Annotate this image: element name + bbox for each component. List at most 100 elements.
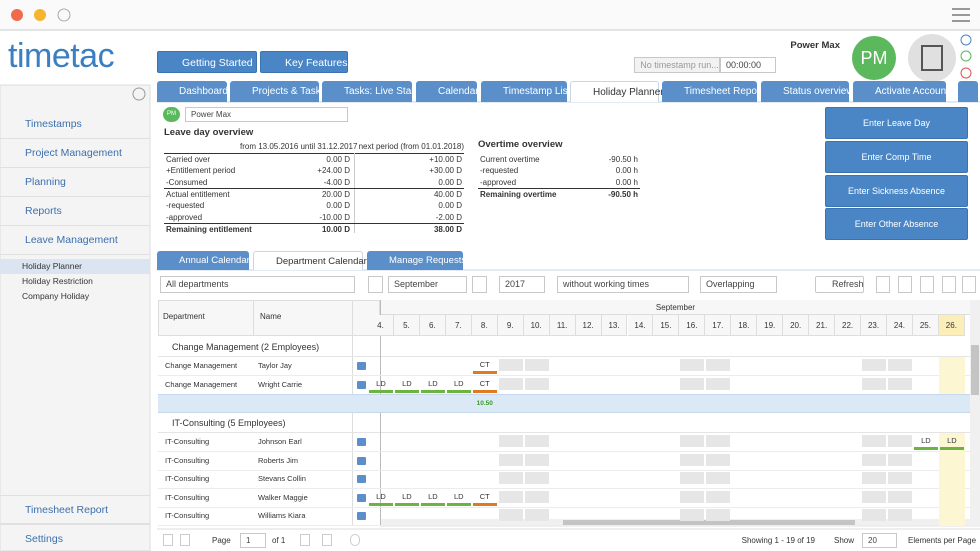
tab[interactable]: Timesheet Report [662,81,763,102]
header-divider [253,300,254,336]
weekend-cell [680,453,705,466]
absence[interactable]: CT [479,491,490,501]
display-select[interactable]: Overlapping [700,276,777,293]
page-size[interactable]: 20 [862,533,897,548]
group-header[interactable]: IT-Consulting (5 Employees) [158,414,380,433]
row-icon[interactable] [357,493,366,502]
row-icon[interactable] [357,438,366,446]
absence[interactable]: LD [454,378,464,388]
row-icon[interactable] [357,362,366,370]
pager-refresh[interactable] [350,534,360,546]
sidebar-item[interactable]: Planning [0,168,150,197]
sidebar-item[interactable]: Settings [0,524,150,551]
refresh-button[interactable]: Refresh [815,276,864,293]
tip-tab[interactable] [958,81,978,102]
tab[interactable]: Timestamp List [481,81,570,102]
group-header[interactable]: Change Management (2 Employees) [158,338,380,357]
action-button[interactable]: Enter Comp Time [825,141,968,173]
tab[interactable]: Calendar [416,81,479,102]
day-header: 16. [679,315,706,336]
absence[interactable]: LD [454,491,464,501]
overtime-value: -90.50 h [608,155,638,164]
weekend-cell [862,359,886,371]
summary-row [158,394,970,413]
action-button[interactable]: Enter Other Absence [825,208,968,240]
absence[interactable]: LD [428,491,438,501]
weekend-cell [680,377,705,390]
action-button[interactable]: Enter Sickness Absence [825,175,968,207]
sidebar-item[interactable]: Timesheet Report [0,495,150,524]
export-button[interactable] [920,276,934,293]
tab[interactable]: Tasks: Live Start [322,81,417,102]
absence[interactable]: CT [479,378,490,388]
tab[interactable]: Status overview [761,81,854,102]
sidebar-subitem[interactable]: Company Holiday [22,291,90,301]
getting-started-button[interactable]: Getting Started [157,51,257,73]
export-button[interactable] [942,276,956,293]
row-name: Stevans Collin [258,474,306,483]
day-header: 24. [887,315,913,336]
absence[interactable]: LD [402,491,412,501]
mode-select[interactable]: without working times [557,276,689,293]
row-icon[interactable] [357,456,366,465]
avatar[interactable]: PM [860,48,888,68]
next-button[interactable] [472,276,487,293]
weekend-cell [706,490,731,503]
sidebar-subitem[interactable]: Holiday Restriction [22,276,93,286]
absence[interactable]: LD [376,378,386,388]
pager-showing: Showing 1 - 19 of 19 [741,536,815,545]
export-button[interactable] [898,276,912,293]
department-select[interactable]: All departments [160,276,355,293]
absence[interactable]: CT [479,360,490,369]
pager-prev[interactable] [180,534,190,546]
action-button[interactable]: Enter Leave Day [825,107,968,139]
row-department: IT-Consulting [165,455,210,465]
tab[interactable]: Projects & Tasks [230,81,326,102]
weekend-cell [706,472,731,484]
leave-value: 0.00 D [326,201,350,211]
sidebar-item[interactable]: Timestamps [0,110,150,139]
absence[interactable]: LD [376,491,386,501]
subtab[interactable]: Manage Requests [367,251,466,270]
tab[interactable]: Holiday Planner [570,81,664,102]
user-select[interactable]: Power Max [185,107,348,122]
row-icon[interactable] [357,512,366,520]
absence[interactable]: LD [921,436,931,445]
export-button[interactable] [876,276,890,293]
timer[interactable]: 00:00:00 [720,57,776,73]
sidebar-item[interactable]: Project Management [0,139,150,168]
row-line [158,451,970,452]
column-header: Name [260,312,282,321]
weekend-cell [888,453,912,466]
key-features-button[interactable]: Key Features [260,51,348,73]
weekend-cell [680,472,705,484]
row-icon[interactable] [357,475,366,483]
sidebar-item[interactable]: Reports [0,197,150,226]
absence[interactable]: LD [402,378,412,388]
prev-button[interactable] [368,276,383,293]
year-select[interactable]: 2017 [499,276,545,293]
weekend-cell [862,509,886,521]
pager-last[interactable] [322,534,332,546]
absence[interactable]: LD [947,436,957,445]
tab[interactable]: Dashboard [157,81,228,102]
subtab[interactable]: Department Calendar [253,251,367,270]
weekend-cell [524,472,549,484]
overtime-title: Overtime overview [478,139,563,150]
user-name: Power Max [790,40,840,51]
weekend-cell [524,435,549,447]
subtab[interactable]: Annual Calendar [157,251,250,270]
leave-value: 20.00 D [321,189,350,199]
tab[interactable]: Activate Account [853,81,949,102]
pager-next[interactable] [300,534,310,546]
sidebar-item[interactable]: Leave Management [0,226,150,255]
row-icon[interactable] [357,380,366,389]
pager-first[interactable] [163,534,173,546]
export-button[interactable] [962,276,976,293]
absence[interactable]: LD [428,378,438,388]
month-header: September [381,300,970,315]
month-select[interactable]: September [388,276,467,293]
sidebar-subitem[interactable]: Holiday Planner [0,259,150,274]
page-input[interactable]: 1 [240,533,266,548]
leave-value: +10.00 D [429,155,462,164]
